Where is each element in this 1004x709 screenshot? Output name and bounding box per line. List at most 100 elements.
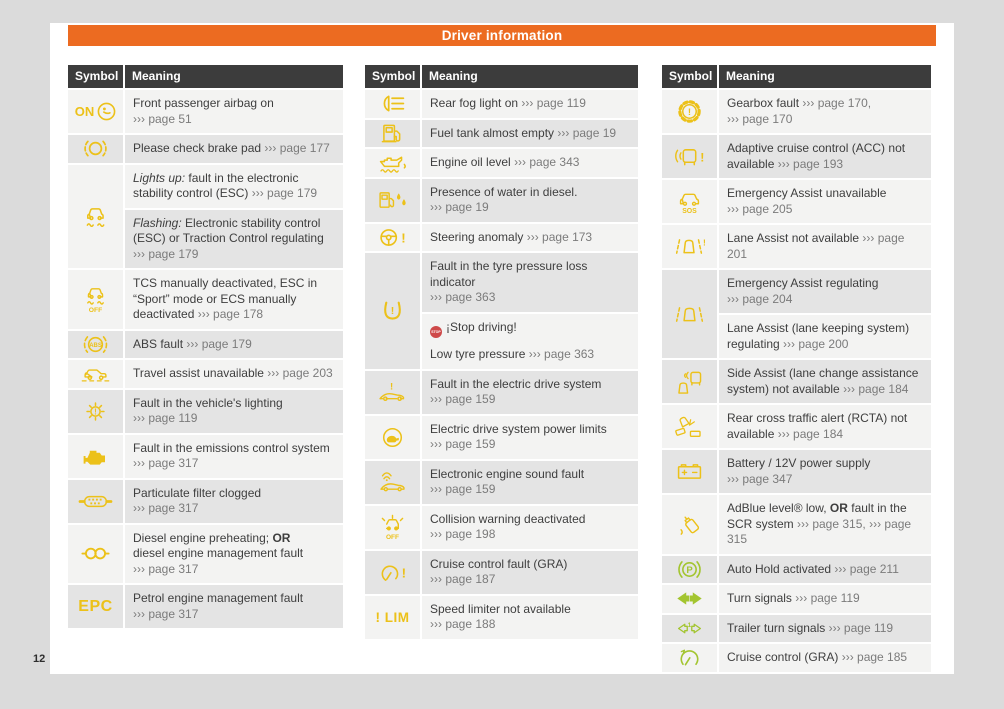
table-row: Lights up: fault in the electronic stabi… [68,164,343,268]
meaning-group: Battery / 12V power supply ››› page 347 [719,450,931,493]
engine-icon [68,434,123,478]
meaning-group: Side Assist (lane change assistance syst… [719,360,931,403]
table-body: ON Front passenger airbag on ››› page 51 Pl… [68,90,343,628]
turn-signals-icon [662,585,717,613]
page-number: 12 [33,653,46,665]
meaning-group: Electronic engine sound fault ››› page 15… [422,460,638,504]
meaning-cell: Petrol engine management fault ››› page 3… [125,585,343,628]
meaning-cell: Travel assist unavailable ››› page 203 [125,360,343,388]
table-row: P Auto Hold activated ››› page 211 [662,555,931,583]
meaning-column-header: Meaning [422,65,638,88]
oil-icon [365,149,420,177]
meaning-cell: ABS fault ››› page 179 [125,330,343,358]
side-assist-icon [662,360,717,403]
meaning-group: Electric drive system power limits ››› pa… [422,415,638,459]
meaning-cell: Particulate filter clogged ››› page 317 [125,479,343,523]
meaning-group: Collision warning deactivated ››› page 19… [422,505,638,549]
meaning-group: Fuel tank almost empty ››› page 19 [422,119,638,147]
meaning-group: Fault in the electric drive system ››› pa… [422,370,638,414]
table-row: Rear cross traffic alert (RCTA) not avai… [662,405,931,448]
meaning-cell: Fault in the tyre pressure loss indicato… [422,253,638,312]
svg-text:!: ! [94,407,97,416]
rear-fog-icon [365,90,420,118]
meaning-cell: Engine oil level ››› page 343 [422,149,638,177]
meaning-cell: Gearbox fault ››› page 170, ››› page 170 [719,90,931,133]
meaning-cell: Adaptive cruise control (ACC) not availa… [719,135,931,178]
symbol-column-header: Symbol [68,65,123,88]
meaning-cell: Front passenger airbag on ››› page 51 [125,90,343,133]
table-row: ! Fault in the tyre pressure loss indicat… [365,253,638,369]
table-row: Travel assist unavailable ››› page 203 [68,360,343,388]
lim-icon: ! LIM [365,595,420,639]
meaning-group: Diesel engine preheating; OR diesel engin… [125,524,343,583]
meaning-group: Travel assist unavailable ››› page 203 [125,360,343,388]
meaning-cell: Cruise control fault (GRA) ››› page 187 [422,550,638,594]
ev-fault-icon: ! [365,370,420,414]
meaning-group: Speed limiter not available ››› page 188 [422,595,638,639]
symbol-table: Symbol Meaning ON Front passenger airbag on… [68,65,343,628]
meaning-group: Trailer turn signals ››› page 119 [719,614,931,642]
svg-text:1: 1 [688,622,692,629]
meaning-group: Turn signals ››› page 119 [719,585,931,613]
table-row: ! Steering anomaly ››› page 173 [365,223,638,251]
table-row: ABS ABS fault ››› page 179 [68,330,343,358]
meaning-cell: Electric drive system power limits ››› pa… [422,415,638,459]
meaning-cell: TCS manually deactivated, ESC in “Sport”… [125,270,343,329]
table-row: ! Fault in the vehicle's lighting ››› page… [68,389,343,433]
meaning-cell: Presence of water in diesel. ››› page 19 [422,178,638,222]
lane-assist-icon [662,270,717,358]
meaning-cell: Fuel tank almost empty ››› page 19 [422,119,638,147]
table-row: EPC Petrol engine management fault ››› pag… [68,585,343,628]
symbol-column-header: Symbol [365,65,420,88]
table-row: Turn signals ››› page 119 [662,585,931,613]
meaning-cell: Lane Assist (lane keeping system) regula… [719,315,931,358]
meaning-cell: Battery / 12V power supply ››› page 347 [719,450,931,493]
meaning-group: Presence of water in diesel. ››› page 19 [422,178,638,222]
meaning-group: Steering anomaly ››› page 173 [422,223,638,251]
table-row: Battery / 12V power supply ››› page 347 [662,450,931,493]
meaning-group: Auto Hold activated ››› page 211 [719,555,931,583]
meaning-group: Petrol engine management fault ››› page 3… [125,585,343,628]
table-row: AdBlue level® low, OR fault in the SCR s… [662,495,931,554]
svg-text:!: ! [700,150,704,164]
meaning-group: Rear cross traffic alert (RCTA) not avai… [719,405,931,448]
meaning-cell: Lights up: fault in the electronic stabi… [125,164,343,208]
epc-icon: EPC [68,585,123,628]
table-row: ! Gearbox fault ››› page 170, ››› page 170 [662,90,931,133]
meaning-cell: Fault in the electric drive system ››› pa… [422,370,638,414]
meaning-group: Fault in the vehicle's lighting ››› page … [125,389,343,433]
table-row: Fault in the emissions control system ›››… [68,434,343,478]
meaning-cell: Fault in the emissions control system ›››… [125,434,343,478]
table-body: ! Gearbox fault ››› page 170, ››› page 170… [662,90,931,672]
meaning-cell: Diesel engine preheating; OR diesel engin… [125,524,343,583]
table-row: Electronic engine sound fault ››› page 15… [365,460,638,504]
tpms-icon: ! [365,253,420,369]
cruise-fault-icon: ! [365,550,420,594]
svg-text:P: P [686,565,693,576]
table-row: Cruise control (GRA) ››› page 185 [662,644,931,672]
table-row: ON Front passenger airbag on ››› page 51 [68,90,343,133]
meaning-group: ABS fault ››› page 179 [125,330,343,358]
meaning-group: Front passenger airbag on ››› page 51 [125,90,343,133]
manual-page: Driver information Symbol Meaning ON Front … [50,23,954,674]
table-row: ! Fault in the electric drive system ››› p… [365,370,638,414]
table-row: Particulate filter clogged ››› page 317 [68,479,343,523]
table-row: ! Adaptive cruise control (ACC) not avail… [662,135,931,178]
travel-assist-icon [68,360,123,388]
svg-text:SOS: SOS [682,208,697,214]
meaning-cell: Speed limiter not available ››› page 188 [422,595,638,639]
svg-text:OFF: OFF [89,307,102,313]
stop-icon: STOP [430,326,442,339]
svg-text:!: ! [390,382,393,393]
meaning-group: Adaptive cruise control (ACC) not availa… [719,135,931,178]
meaning-column-header: Meaning [719,65,931,88]
meaning-group: Rear fog light on ››› page 119 [422,90,638,118]
water-diesel-icon [365,178,420,222]
particulate-filter-icon [68,479,123,523]
table-row: ! Lane Assist not available ››› page 201 [662,225,931,268]
meaning-cell: STOP ¡Stop driving! Low tyre pressure ››› … [422,313,638,369]
svg-text:!: ! [391,305,395,317]
page-title: Driver information [68,25,936,46]
lighting-fault-icon: ! [68,389,123,433]
table-header-row: Symbol Meaning [662,65,931,88]
